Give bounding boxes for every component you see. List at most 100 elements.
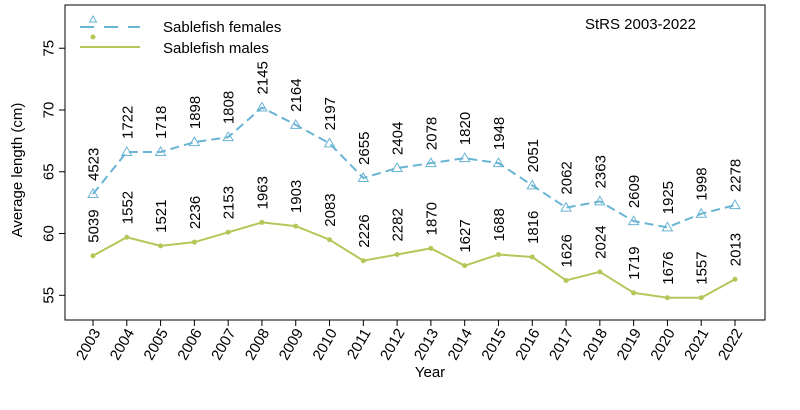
data-label: 2145 xyxy=(254,61,271,94)
female-point-marker xyxy=(256,101,268,112)
x-tick-label: 2022 xyxy=(715,326,746,363)
x-tick-label: 2017 xyxy=(546,326,577,363)
data-label: 1521 xyxy=(153,200,170,233)
data-label: 2051 xyxy=(525,139,542,172)
data-label: 2164 xyxy=(288,78,305,111)
female-point-marker xyxy=(526,179,539,190)
data-label: 2236 xyxy=(187,196,204,229)
series-layer xyxy=(87,101,741,301)
data-label: 2609 xyxy=(626,175,643,208)
male-point-marker xyxy=(563,277,569,283)
x-tick-label: 2021 xyxy=(681,326,712,363)
male-point-marker xyxy=(158,243,164,249)
male-point-marker xyxy=(529,254,535,260)
data-label: 5039 xyxy=(86,209,103,242)
female-point-marker xyxy=(87,188,99,198)
data-label: 2363 xyxy=(592,155,609,188)
data-label: 1808 xyxy=(221,91,238,124)
male-point-marker xyxy=(293,223,299,229)
female-point-marker xyxy=(188,136,201,147)
x-tick-label: 2003 xyxy=(73,326,104,363)
y-tick-label: 70 xyxy=(41,102,58,119)
male-point-marker xyxy=(327,237,333,243)
chart-annotation: StRS 2003-2022 xyxy=(585,16,696,33)
data-label: 4523 xyxy=(86,148,103,181)
data-label: 2282 xyxy=(390,208,407,241)
plot-frame xyxy=(64,4,766,321)
data-label: 1626 xyxy=(559,234,576,267)
female-point-marker xyxy=(560,201,572,212)
x-tick-label: 2006 xyxy=(174,326,205,363)
female-point-marker xyxy=(357,171,370,182)
series-line-males xyxy=(92,221,736,299)
legend-label-females: Sablefish females xyxy=(163,19,281,36)
legend-item-females: Sablefish females xyxy=(80,15,281,36)
female-point-marker xyxy=(154,146,167,156)
x-tick-label: 2008 xyxy=(242,326,273,363)
x-tick-label: 2012 xyxy=(377,326,408,363)
legend-triangle-marker-icon xyxy=(88,15,98,23)
male-point-marker xyxy=(191,239,197,245)
data-label: 1676 xyxy=(660,251,677,284)
data-label: 1948 xyxy=(491,117,508,150)
female-point-marker xyxy=(627,215,640,226)
data-label: 1557 xyxy=(694,251,711,284)
data-label: 1722 xyxy=(119,106,136,139)
x-tick-label: 2015 xyxy=(478,326,509,363)
x-tick-label: 2020 xyxy=(647,326,678,363)
x-tick-label: 2007 xyxy=(208,326,239,363)
female-point-marker xyxy=(425,157,437,168)
female-point-marker xyxy=(695,207,708,218)
x-tick-label: 2009 xyxy=(276,326,307,363)
data-label: 1903 xyxy=(288,180,305,213)
y-tick-label: 60 xyxy=(41,225,58,242)
female-point-marker xyxy=(391,162,403,173)
female-point-marker xyxy=(458,152,471,163)
x-axis-title: Year xyxy=(415,364,445,381)
data-label: 1552 xyxy=(119,191,136,224)
data-label-layer: 4523 1722 1718 1898 1808 2145 2164 2197 2655 2404… xyxy=(86,61,745,285)
data-label: 2083 xyxy=(322,193,339,226)
female-point-marker xyxy=(729,199,741,210)
male-point-marker xyxy=(597,269,603,275)
male-point-marker xyxy=(360,258,366,264)
male-point-marker xyxy=(394,252,400,258)
male-point-marker xyxy=(664,295,670,301)
data-label: 1816 xyxy=(525,211,542,244)
x-tick-label: 2013 xyxy=(411,326,442,363)
male-point-marker xyxy=(462,263,468,269)
x-tick-label: 2010 xyxy=(309,326,340,363)
data-label: 1898 xyxy=(187,96,204,129)
legend: Sablefish females Sablefish males xyxy=(80,15,281,57)
y-tick-label: 55 xyxy=(41,287,58,304)
data-label: 1963 xyxy=(254,176,271,209)
female-point-marker xyxy=(323,137,336,148)
data-label: 2278 xyxy=(728,159,745,192)
female-point-marker xyxy=(661,221,674,232)
legend-item-males: Sablefish males xyxy=(80,34,269,57)
data-label: 2226 xyxy=(356,214,373,247)
male-point-marker xyxy=(259,219,265,225)
female-point-marker xyxy=(593,195,606,206)
male-point-marker xyxy=(732,276,738,282)
male-point-marker xyxy=(124,234,130,240)
legend-label-males: Sablefish males xyxy=(163,40,269,57)
data-label: 2062 xyxy=(559,161,576,194)
female-point-marker xyxy=(120,146,133,156)
male-point-marker xyxy=(631,290,637,296)
male-point-marker xyxy=(698,295,704,301)
female-point-marker xyxy=(222,131,235,142)
data-label: 2404 xyxy=(390,122,407,155)
y-tick-label: 65 xyxy=(41,163,58,180)
x-tick-label: 2014 xyxy=(445,326,476,363)
male-point-marker xyxy=(495,252,501,258)
male-point-marker xyxy=(428,245,434,251)
data-label: 1719 xyxy=(626,246,643,279)
series-line-females xyxy=(92,106,736,229)
data-label: 2655 xyxy=(356,132,373,165)
male-point-marker xyxy=(90,253,96,259)
data-label: 1998 xyxy=(694,167,711,200)
x-tick-label: 2004 xyxy=(107,326,138,363)
female-point-marker xyxy=(492,157,505,168)
data-label: 2013 xyxy=(728,233,745,266)
